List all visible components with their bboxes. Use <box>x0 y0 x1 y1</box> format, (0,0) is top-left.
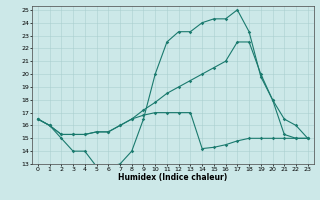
X-axis label: Humidex (Indice chaleur): Humidex (Indice chaleur) <box>118 173 228 182</box>
